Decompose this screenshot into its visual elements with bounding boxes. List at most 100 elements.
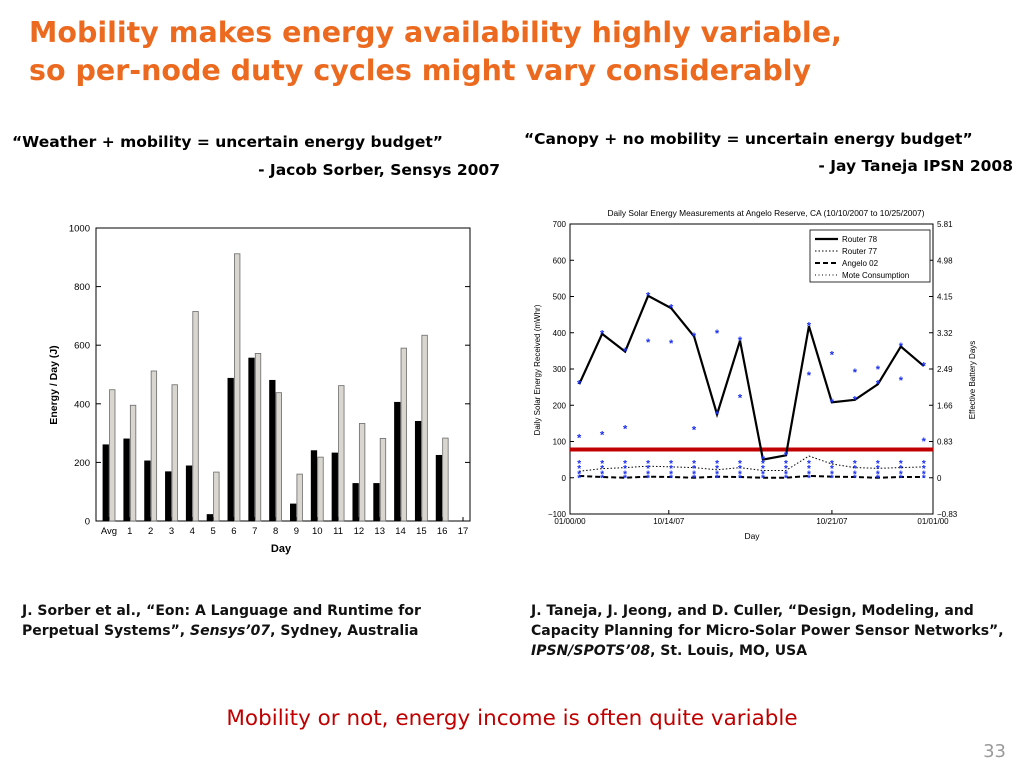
bar-dark: [394, 401, 401, 522]
chart-legend: Router 78 Router 77 Angelo 02 Mote Consumpt…: [809, 229, 931, 283]
mote-marker: *: [692, 424, 697, 436]
line-y2-tick-label: −0.83: [937, 510, 958, 519]
bar-x-tick-label: 10: [312, 526, 323, 537]
router-78-marker: *: [669, 303, 674, 315]
low-marker: *: [761, 473, 765, 484]
bar-y-axis-label: Energy / Day (J): [48, 345, 60, 424]
router-78-marker: *: [715, 409, 720, 421]
bar-x-tick-label: 5: [210, 526, 215, 537]
bar-x-tick-label: Avg: [101, 526, 117, 537]
bar-light: [213, 471, 220, 522]
router-78-marker: *: [899, 341, 904, 353]
mote-marker: *: [623, 423, 628, 435]
low-marker: *: [853, 464, 857, 475]
low-marker: *: [830, 473, 834, 484]
bar-x-tick-label: 6: [231, 526, 236, 537]
line-chart-title: Daily Solar Energy Measurements at Angel…: [607, 208, 924, 218]
router-78-marker: *: [692, 331, 697, 343]
bar-dark: [165, 471, 172, 522]
bar-dark: [185, 465, 193, 522]
slide-title: Mobility makes energy availability highl…: [29, 14, 1009, 90]
bar-light: [254, 353, 262, 522]
router-78-marker: *: [807, 321, 812, 333]
bar-light: [150, 370, 158, 522]
bar-y-tick-label: 600: [74, 341, 90, 352]
angelo-02-line: [579, 474, 924, 479]
mote-marker: *: [715, 328, 720, 340]
line-y2-tick-label: 3.32: [937, 329, 953, 338]
router-78-marker: *: [853, 394, 858, 406]
low-marker: *: [876, 464, 880, 475]
low-marker: *: [623, 470, 627, 481]
router-78-marker: *: [646, 290, 651, 302]
line-y-tick-label: 600: [553, 256, 567, 265]
low-marker: *: [600, 464, 604, 475]
line-y-axis-label: Daily Solar Energy Received (mWhr): [533, 304, 542, 435]
bar-dark: [206, 514, 214, 522]
low-marker: *: [899, 473, 903, 484]
low-marker: *: [692, 464, 696, 475]
bar-dark: [123, 438, 130, 522]
mote-marker: *: [738, 393, 743, 405]
line-y2-tick-label: 0: [937, 474, 942, 483]
bar-x-tick-label: 3: [169, 526, 174, 537]
line-y-tick-label: 200: [553, 401, 567, 410]
low-marker: *: [600, 470, 604, 481]
low-marker: *: [876, 470, 880, 481]
mote-marker: *: [669, 338, 674, 350]
low-marker: *: [646, 470, 650, 481]
bar-y-tick-label: 200: [74, 458, 90, 469]
legend-label-3: Angelo 02: [842, 259, 879, 268]
left-ref-location: , Sydney, Australia: [270, 623, 419, 639]
bar-x-tick-label: 12: [354, 526, 365, 537]
bar-light: [192, 311, 199, 522]
low-marker: *: [784, 464, 788, 475]
bar-x-tick-label: 4: [190, 526, 195, 537]
router-78-marker: *: [623, 346, 628, 358]
bar-light: [421, 334, 428, 522]
right-attribution: - Jay Taneja IPSN 2008: [818, 157, 1013, 175]
bar-y-tick-label: 1000: [69, 224, 90, 235]
bar-x-tick-label: 15: [416, 526, 427, 537]
right-ref-venue: IPSN/SPOTS’08: [531, 643, 651, 659]
low-marker: *: [784, 459, 788, 470]
low-marker: *: [807, 470, 811, 481]
router-78-marker: *: [761, 454, 766, 466]
router-77-line: [579, 455, 924, 472]
low-marker: *: [853, 459, 857, 470]
bar-x-tick-label: 17: [458, 526, 469, 537]
bar-x-tick-label: 14: [395, 526, 406, 537]
line-y-tick-label: 700: [553, 220, 567, 229]
router-78-marker: *: [784, 450, 789, 462]
mote-marker: *: [922, 436, 927, 448]
bar-dark: [331, 452, 338, 522]
low-marker: *: [577, 470, 581, 481]
low-marker: *: [761, 464, 765, 475]
low-marker: *: [899, 464, 903, 475]
legend-label-2: Router 77: [842, 247, 878, 256]
legend-label-1: Router 78: [842, 235, 878, 244]
low-marker: *: [784, 473, 788, 484]
right-ref-text: J. Taneja, J. Jeong, and D. Culler, “Des…: [531, 603, 1004, 639]
low-marker: *: [715, 459, 719, 470]
right-quote: “Canopy + no mobility = uncertain energy…: [524, 130, 973, 148]
bar-dark: [352, 483, 359, 522]
line-y2-tick-label: 4.15: [937, 293, 953, 302]
bar-light: [129, 404, 137, 522]
bar-light: [442, 437, 449, 522]
low-marker: *: [623, 473, 627, 484]
line-y-tick-label: 400: [553, 329, 567, 338]
bottom-message: Mobility or not, energy income is often …: [226, 706, 798, 731]
low-marker: *: [922, 459, 926, 470]
line-y-tick-label: 0: [562, 474, 567, 483]
low-marker: *: [669, 473, 673, 484]
mote-marker: *: [899, 375, 904, 387]
low-marker: *: [784, 470, 788, 481]
bar-dark: [310, 450, 318, 522]
low-marker: *: [761, 459, 765, 470]
right-reference: J. Taneja, J. Jeong, and D. Culler, “Des…: [531, 601, 1011, 661]
router-78-marker: *: [876, 379, 881, 391]
line-y2-tick-label: 2.49: [937, 365, 953, 374]
bar-light: [317, 456, 324, 522]
